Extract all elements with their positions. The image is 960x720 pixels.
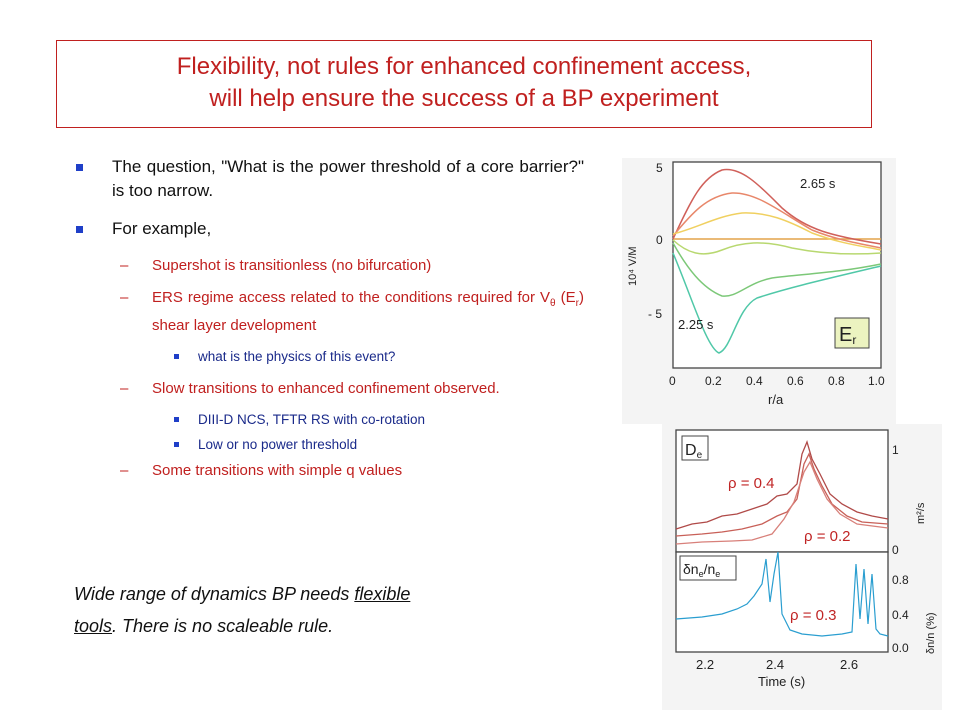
title-line-1: Flexibility, not rules for enhanced conf… [176, 53, 752, 80]
ytick-top-1: 1 [892, 443, 899, 457]
bullet-question-text: The question, "What is the power thresho… [112, 157, 584, 200]
er-curve-5 [672, 242, 882, 297]
rho-0.3-label: ρ = 0.3 [790, 607, 836, 624]
ytick-5: 5 [656, 161, 663, 175]
footer-statement: Wide range of dynamics BP needs flexible… [74, 578, 574, 642]
slide-title: Flexibility, not rules for enhanced conf… [56, 40, 872, 128]
er-legend-text: Er [839, 324, 856, 347]
footer-tools: tools [74, 616, 113, 636]
ytick-bottom-0.8: 0.8 [892, 573, 909, 587]
supershot-text: Supershot is transitionless (no bifurcat… [152, 257, 432, 274]
time-label-2.25s: 2.25 s [678, 317, 714, 332]
sub-bullet-slow: – Slow transitions to enhanced confineme… [74, 378, 584, 400]
y-axis-label: 10⁴ V/M [627, 246, 639, 286]
xtick-2.6: 2.6 [840, 657, 858, 672]
footer-part1: Wide range of dynamics [74, 584, 272, 604]
xtick-1.0: 1.0 [868, 374, 885, 388]
footer-flexible: flexible [354, 584, 411, 604]
ers-text-c: ) shear layer development [152, 289, 584, 334]
xtick-0.8: 0.8 [828, 374, 845, 388]
rho-0.4-label: ρ = 0.4 [728, 475, 774, 492]
xtick-2.4: 2.4 [766, 657, 784, 672]
bottom-y-axis-label: δn/n (%) [925, 612, 937, 654]
x-axis-label: r/a [768, 392, 784, 407]
bullet-marker [174, 442, 179, 447]
simpleq-text: Some transitions with simple q values [152, 462, 403, 479]
footer-part3: . There is no scaleable rule. [112, 616, 334, 636]
bullet-marker [174, 354, 179, 359]
ytick-top-0: 0 [892, 543, 899, 557]
xtick-0.4: 0.4 [746, 374, 763, 388]
bullet-list: The question, "What is the power thresho… [74, 155, 584, 492]
lowpower-text: Low or no power threshold [198, 437, 358, 452]
bullet-example-text: For example, [112, 219, 212, 238]
x-axis-label: Time (s) [758, 674, 805, 689]
sub-sub-bullet-diiid: DIII-D NCS, TFTR RS with co-rotation [74, 410, 584, 429]
dn-label-box [679, 555, 737, 581]
sub-bullet-supershot: – Supershot is transitionless (no bifurc… [74, 255, 584, 277]
de-curve-rho-0.2 [675, 460, 889, 545]
er-curve-2.25s [672, 252, 882, 354]
er-curve-2 [672, 192, 882, 249]
ytick-bottom-0.4: 0.4 [892, 608, 909, 622]
diiid-text: DIII-D NCS, TFTR RS with co-rotation [198, 412, 426, 427]
dash-marker: – [120, 257, 129, 274]
ytick-0: 0 [656, 233, 663, 247]
bullet-question: The question, "What is the power thresho… [74, 155, 584, 203]
bullet-marker [76, 164, 83, 171]
xtick-2.2: 2.2 [696, 657, 714, 672]
ers-theta: θ [550, 298, 556, 309]
bullet-marker [76, 226, 83, 233]
ytick-bottom-0.0: 0.0 [892, 641, 909, 655]
ers-text-b: (E [555, 289, 576, 306]
sub-sub-bullet-lowpower: Low or no power threshold [74, 435, 584, 454]
de-label-box [681, 435, 709, 461]
xtick-0: 0 [669, 374, 676, 388]
ytick-minus5: - 5 [648, 307, 662, 321]
sub-bullet-simpleq: – Some transitions with simple q values [74, 460, 584, 482]
dash-marker: – [120, 462, 129, 479]
dn-label: δne/ne [683, 561, 720, 579]
er-profile-figure: 5 0 - 5 10⁴ V/M 0 0.2 0.4 0.6 0.8 1.0 r/… [622, 158, 896, 424]
er-legend-box [834, 317, 870, 349]
time-label-2.65s: 2.65 s [800, 176, 836, 191]
rho-0.2-label: ρ = 0.2 [804, 528, 850, 545]
dn-fluctuation-trace [675, 551, 889, 637]
er-curve-4 [672, 239, 882, 255]
dash-marker: – [120, 380, 129, 397]
xtick-0.2: 0.2 [705, 374, 722, 388]
footer-part2: BP needs [271, 584, 355, 604]
er-curve-2.65s [672, 168, 882, 245]
er-curve-3 [672, 212, 882, 251]
physics-text: what is the physics of this event? [198, 349, 396, 364]
xtick-0.6: 0.6 [787, 374, 804, 388]
bullet-example: For example, [74, 217, 584, 241]
de-curve-rho-0.4 [675, 440, 889, 530]
bullet-marker [174, 417, 179, 422]
title-line-2: will help ensure the success of a BP exp… [209, 85, 719, 112]
sub-sub-bullet-physics: what is the physics of this event? [74, 347, 584, 366]
sub-bullet-ers: – ERS regime access related to the condi… [74, 287, 584, 337]
slow-text: Slow transitions to enhanced confinement… [152, 380, 500, 397]
de-label: De [685, 442, 703, 461]
top-y-axis-label: m²/s [915, 502, 927, 524]
ers-r: r [575, 298, 579, 309]
ers-text-a: ERS regime access related to the conditi… [152, 289, 551, 306]
diffusivity-fluctuation-figure: De δne/ne ρ = 0.4 ρ = 0.2 ρ = 0.3 1 0 m²… [662, 424, 942, 710]
dash-marker: – [120, 289, 129, 306]
